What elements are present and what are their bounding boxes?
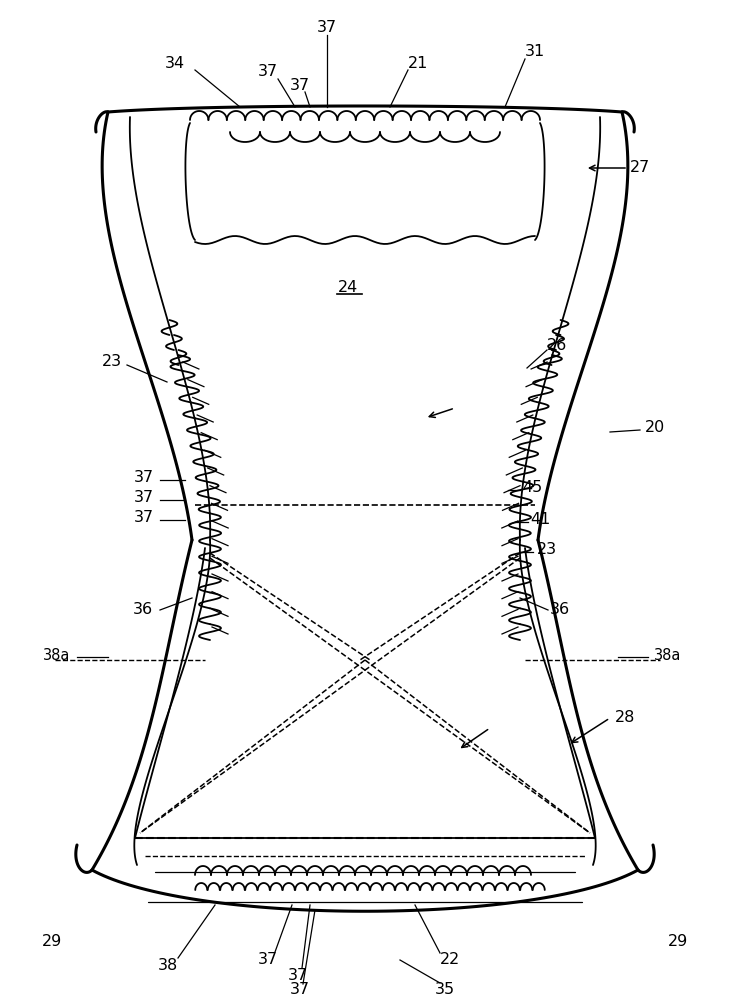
Text: 34: 34 <box>165 55 185 70</box>
Text: 45: 45 <box>522 481 542 495</box>
Text: 36: 36 <box>550 602 570 617</box>
Text: 31: 31 <box>525 44 545 60</box>
Text: 29: 29 <box>668 934 688 950</box>
Text: 20: 20 <box>645 420 665 436</box>
Text: 29: 29 <box>42 934 62 950</box>
Text: 37: 37 <box>258 64 278 80</box>
Text: 37: 37 <box>134 510 154 526</box>
Text: 37: 37 <box>258 952 278 968</box>
Text: 38: 38 <box>158 958 178 972</box>
Text: 37: 37 <box>290 982 310 998</box>
Text: 28: 28 <box>615 710 635 726</box>
Text: 37: 37 <box>134 490 154 506</box>
Text: 37: 37 <box>290 78 310 93</box>
Text: 37: 37 <box>134 471 154 486</box>
Text: 38a: 38a <box>43 648 71 662</box>
Text: 36: 36 <box>133 602 153 617</box>
Text: 26: 26 <box>547 338 567 353</box>
Text: 23: 23 <box>537 542 557 558</box>
Text: 22: 22 <box>440 952 460 968</box>
Text: 37: 37 <box>288 968 308 982</box>
Text: 27: 27 <box>630 160 650 176</box>
Text: 35: 35 <box>435 982 455 998</box>
Text: 23: 23 <box>102 355 122 369</box>
Text: 24: 24 <box>338 280 358 296</box>
Text: 21: 21 <box>408 55 429 70</box>
Text: 37: 37 <box>317 19 337 34</box>
Text: 41: 41 <box>530 512 550 528</box>
Text: 38a: 38a <box>654 648 682 662</box>
